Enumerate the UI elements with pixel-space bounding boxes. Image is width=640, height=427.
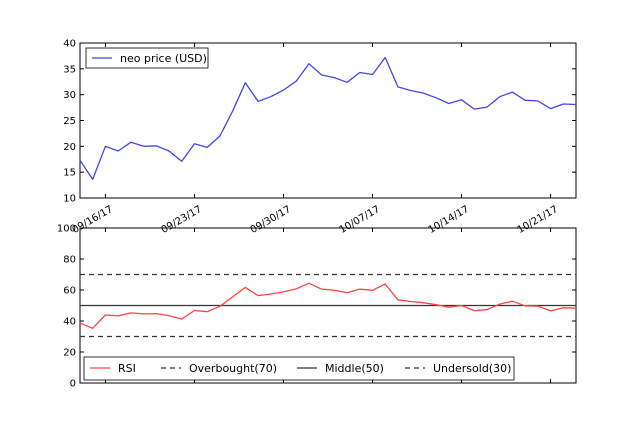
rsi-legend-label: RSI (118, 362, 136, 375)
price-legend: neo price (USD) (85, 47, 209, 69)
price-y-tick-label: 20 (63, 142, 76, 153)
rsi-reference-lines (80, 273, 576, 338)
rsi-legend: RSI Overbought(70) Middle(50) Undersold(… (83, 356, 515, 381)
rsi-y-tick-label: 100 (57, 224, 76, 235)
price-y-axis: 10 15 20 25 30 35 40 (63, 39, 576, 205)
price-legend-label: neo price (USD) (120, 52, 207, 65)
rsi-y-axis: 0 20 40 60 80 100 (57, 224, 576, 390)
price-y-tick-label: 35 (63, 64, 76, 75)
price-x-tick-label: 09/30/17 (249, 204, 293, 236)
undersold-legend-label: Undersold(30) (433, 362, 511, 375)
rsi-y-tick-label: 20 (63, 348, 76, 359)
rsi-line (79, 282, 577, 329)
middle-legend-label: Middle(50) (325, 362, 384, 375)
price-x-tick-label: 10/07/17 (338, 204, 382, 236)
price-legend-box (85, 47, 209, 69)
rsi-series (79, 282, 577, 329)
price-x-tick-label: 09/16/17 (71, 204, 115, 236)
price-x-axis: 09/16/17 09/23/17 09/30/17 10/07/17 10/14/17… (71, 43, 560, 383)
price-y-tick-label: 30 (63, 90, 76, 101)
price-y-tick-label: 25 (63, 116, 76, 127)
price-y-tick-label: 10 (63, 194, 76, 205)
price-y-tick-label: 40 (63, 39, 76, 50)
price-x-tick-label: 10/21/17 (516, 204, 560, 236)
price-y-tick-label: 15 (63, 168, 76, 179)
rsi-y-tick-label: 40 (63, 317, 76, 328)
price-x-tick-label: 09/23/17 (160, 204, 204, 236)
rsi-panel: 0 20 40 60 80 100 RSI Overbought(70) Middle(5… (57, 224, 577, 390)
rsi-y-tick-label: 80 (63, 255, 76, 266)
price-x-tick-label: 10/14/17 (427, 204, 471, 236)
overbought-legend-label: Overbought(70) (189, 362, 277, 375)
price-series (79, 56, 577, 181)
price-line (79, 56, 577, 181)
rsi-y-tick-label: 60 (63, 286, 76, 297)
rsi-y-tick-label: 0 (70, 379, 76, 390)
